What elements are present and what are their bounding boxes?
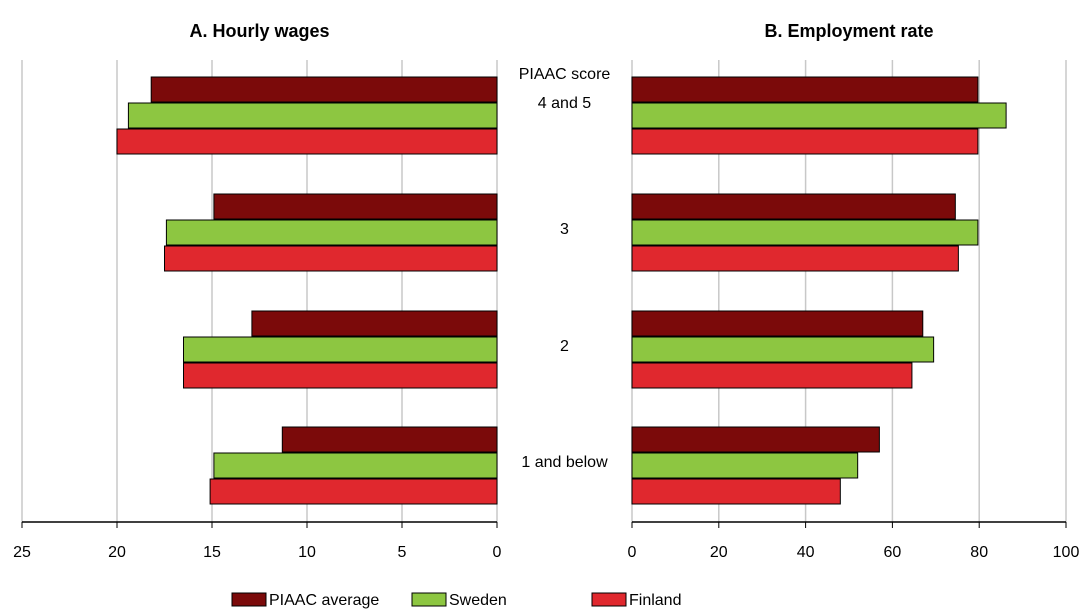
bar: [127, 102, 498, 129]
bar: [213, 452, 498, 479]
x-tick-label: 0: [493, 544, 502, 561]
legend-swatch: [411, 592, 447, 607]
legend-swatch: [231, 592, 267, 607]
category-label: 3: [560, 221, 569, 238]
panel-title: B. Employment rate: [764, 21, 933, 41]
category-title: PIAAC score: [519, 66, 611, 83]
bar: [631, 426, 880, 453]
panel-title: A. Hourly wages: [189, 21, 329, 41]
bar: [631, 128, 979, 155]
x-tick-label: 15: [203, 544, 221, 561]
x-tick-label: 20: [108, 544, 126, 561]
bar: [183, 362, 498, 389]
x-tick-label: 100: [1053, 544, 1080, 561]
legend-label: Finland: [629, 592, 681, 609]
legend-swatch: [591, 592, 627, 607]
bar: [150, 76, 498, 103]
legend-label: Sweden: [449, 592, 507, 609]
x-tick-label: 20: [710, 544, 728, 561]
bar: [209, 478, 498, 505]
bar: [213, 193, 498, 220]
x-tick-label: 80: [970, 544, 988, 561]
bar: [631, 336, 935, 363]
bar: [631, 193, 956, 220]
bar: [631, 102, 1007, 129]
bar: [631, 310, 924, 337]
category-label: 2: [560, 338, 569, 355]
bar: [116, 128, 498, 155]
bar: [281, 426, 498, 453]
bar: [631, 245, 959, 272]
legend-label: PIAAC average: [269, 592, 379, 609]
x-tick-label: 60: [884, 544, 902, 561]
bar: [631, 219, 979, 246]
category-label: 4 and 5: [538, 95, 591, 112]
x-tick-label: 40: [797, 544, 815, 561]
category-label: 1 and below: [521, 454, 608, 471]
x-tick-label: 5: [398, 544, 407, 561]
bar: [631, 452, 859, 479]
x-tick-label: 0: [628, 544, 637, 561]
bar: [631, 362, 913, 389]
bar: [183, 336, 498, 363]
bar: [165, 219, 498, 246]
bar: [251, 310, 498, 337]
x-tick-label: 25: [13, 544, 31, 561]
bar: [631, 478, 841, 505]
x-tick-label: 10: [298, 544, 316, 561]
bar: [631, 76, 979, 103]
bar: [164, 245, 498, 272]
